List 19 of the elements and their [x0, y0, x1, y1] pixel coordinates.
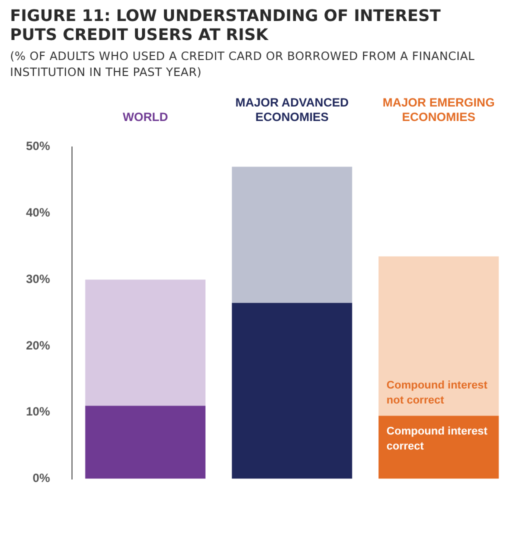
- x-tick-label: MAJOR ADVANCED ECONOMIES: [235, 96, 350, 124]
- y-tick-label: 50%: [26, 139, 50, 154]
- bar: [85, 280, 206, 406]
- series-label: Compound interest not correct: [386, 379, 488, 406]
- y-tick-label: 10%: [26, 404, 50, 419]
- y-tick-label: 0%: [32, 471, 50, 486]
- chart-subtitle: (% OF ADULTS WHO USED A CREDIT CARD OR BORROWED FROM A FINANCIAL INSTITUTION IN THE PAST YEAR): [10, 48, 476, 80]
- y-tick-label: 20%: [26, 338, 50, 352]
- bar: [85, 406, 206, 479]
- y-tick-label: 30%: [26, 272, 50, 286]
- bar: [232, 302, 352, 479]
- bar: [232, 166, 352, 303]
- bar: [378, 256, 499, 416]
- chart-title: FIGURE 11: LOW UNDERSTANDING OF INTEREST PUTS CREDIT USERS AT RISK: [10, 6, 442, 44]
- series-label: Compound interest correct: [386, 425, 488, 452]
- bar: [378, 416, 499, 479]
- x-tick-label: MAJOR EMERGING ECONOMIES: [382, 96, 495, 124]
- x-tick-label: WORLD: [122, 110, 168, 124]
- y-tick-label: 40%: [26, 206, 50, 220]
